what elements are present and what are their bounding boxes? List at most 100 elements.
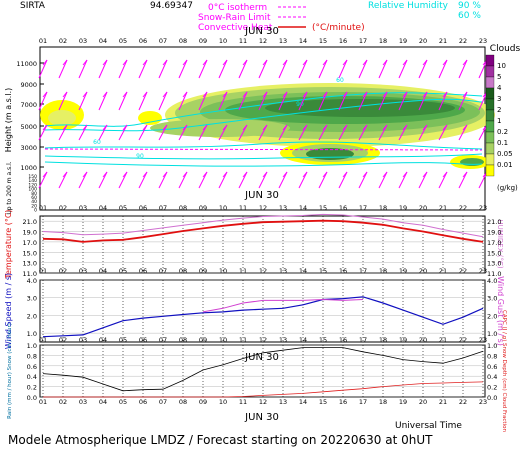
hour-tick-label: 08 (179, 204, 187, 212)
wind-barb (398, 91, 408, 111)
wind-panel-frame (39, 279, 486, 343)
date-label-top: JUN 30 (244, 26, 279, 37)
cloud-legend-swatch (485, 87, 495, 100)
footer-title: Modele Atmospherique LMDZ / Forecast sta… (8, 433, 433, 447)
ytick-label-right: 11.0 (487, 270, 501, 278)
wind-barb (78, 171, 88, 189)
wind-barb (78, 59, 88, 79)
wind-gust-ylabel: Wind Gust (m / s) (496, 276, 505, 346)
wind-barb-head (82, 91, 88, 98)
hour-tick-label: 19 (399, 398, 407, 406)
wind-barb (278, 124, 288, 141)
wind-barb-head (442, 171, 448, 178)
site-label: SIRTA (20, 1, 46, 11)
wind-barb-head (182, 59, 188, 66)
legend-rh: Relative Humidity (368, 1, 449, 11)
hour-tick-label: 21 (439, 204, 447, 212)
cloud-ytick-label: 1000 (20, 164, 37, 172)
ytick-label-right: 19.0 (487, 229, 501, 237)
ytick-label: 11.0 (23, 270, 37, 278)
wind-barb-head (382, 171, 388, 178)
wind-barb-head (302, 171, 308, 178)
wind-barb (38, 59, 48, 79)
wind-barb-head (122, 124, 128, 131)
cloud-panel-ylabel: Height (m a.s.l.) (4, 88, 13, 153)
ytick-label-right: 0.8 (487, 352, 497, 360)
wind-barb-head (342, 124, 348, 131)
hour-tick-label: 09 (199, 398, 207, 406)
wind-barb-head (142, 124, 148, 131)
series-line-cloud-fraction (42, 347, 484, 392)
wind-barb (258, 171, 268, 189)
wind-barb (38, 91, 48, 111)
wind-barb-head (42, 171, 48, 178)
precip-panel-frame (39, 344, 486, 398)
temperature-panel: Temperature (°C) HUMIDEX (°C) (4, 209, 504, 279)
ytick-label-right: 15.0 (487, 249, 501, 257)
hour-tick-label: 16 (339, 37, 347, 45)
cloud-legend-swatch (485, 153, 495, 166)
hour-tick-label: 08 (179, 37, 187, 45)
wind-barb (478, 91, 488, 111)
wind-barb (298, 59, 308, 79)
wind-barb (138, 171, 148, 189)
wind-barb-head (202, 171, 208, 178)
wind-barb-head (442, 91, 448, 98)
temperature-ylabel: Temperature (°C) (4, 209, 13, 279)
wind-barb-head (342, 91, 348, 98)
wind-panel: Wind Speed (m / s) Wind Gust (m / s) (4, 273, 505, 349)
wind-barb-head (162, 171, 168, 178)
wind-barb (398, 59, 408, 79)
cloud-ytick-label-low: 140 (28, 178, 37, 184)
ytick-label: 17.0 (23, 239, 37, 247)
wind-barb (198, 59, 208, 79)
wind-barb-head (162, 59, 168, 66)
hour-tick-label: 17 (359, 398, 367, 406)
ytick-label: 0.4 (27, 373, 37, 381)
wind-barb (58, 124, 68, 141)
cloud-ytick-label-low: 120 (28, 182, 37, 188)
series-line-wind-gust (202, 298, 364, 313)
wind-barb-head (382, 59, 388, 66)
cloud-legend-swatch (485, 109, 495, 122)
wind-barb (278, 59, 288, 79)
wind-barb (158, 59, 168, 79)
wind-barb-head (282, 124, 288, 131)
legend-isotherm: 0°C isotherm (208, 3, 267, 13)
wind-barb (218, 171, 228, 189)
wind-barb (438, 171, 448, 189)
wind-barb (478, 171, 488, 189)
hour-tick-label: 03 (79, 398, 87, 406)
wind-barb (318, 124, 328, 141)
hour-tick-label: 09 (199, 204, 207, 212)
coords-label: 94.69347 (150, 1, 193, 11)
wind-barb (98, 171, 108, 189)
cloud-mass (138, 111, 162, 125)
rh-contour (44, 92, 483, 127)
ytick-label-right: 0.4 (487, 373, 497, 381)
wind-barb (58, 171, 68, 189)
wind-barb-head (462, 59, 468, 66)
hour-tick-label: 06 (139, 398, 147, 406)
wind-barb-head (362, 171, 368, 178)
cloud-legend-swatch (485, 131, 495, 144)
cloud-ytick-label-low: 60 (31, 195, 37, 201)
wind-barb (158, 124, 168, 141)
wind-barb (378, 59, 388, 79)
wind-barb (178, 59, 188, 79)
cloud-legend-swatch (485, 142, 495, 155)
wind-barb-head (262, 91, 268, 98)
cloud-ytick-label-low: 40 (31, 199, 37, 205)
wind-barb (458, 171, 468, 189)
precip-ylabel: Rain (mm / hour) Snow (cm / hour) (7, 323, 13, 419)
wind-barb (78, 124, 88, 141)
legend-convective-units: (°C/minute) (312, 23, 365, 33)
cloud-legend-label: 1 (497, 117, 501, 125)
hour-tick-label: 14 (299, 204, 307, 212)
series-line-humidex (42, 213, 484, 238)
wind-barb-head (282, 171, 288, 178)
wind-barb (178, 91, 188, 111)
precip-panel: Rain (mm / hour) Snow (cm / hour) CAPC (… (7, 310, 507, 432)
wind-barb-head (222, 171, 228, 178)
hour-tick-label: 21 (439, 37, 447, 45)
